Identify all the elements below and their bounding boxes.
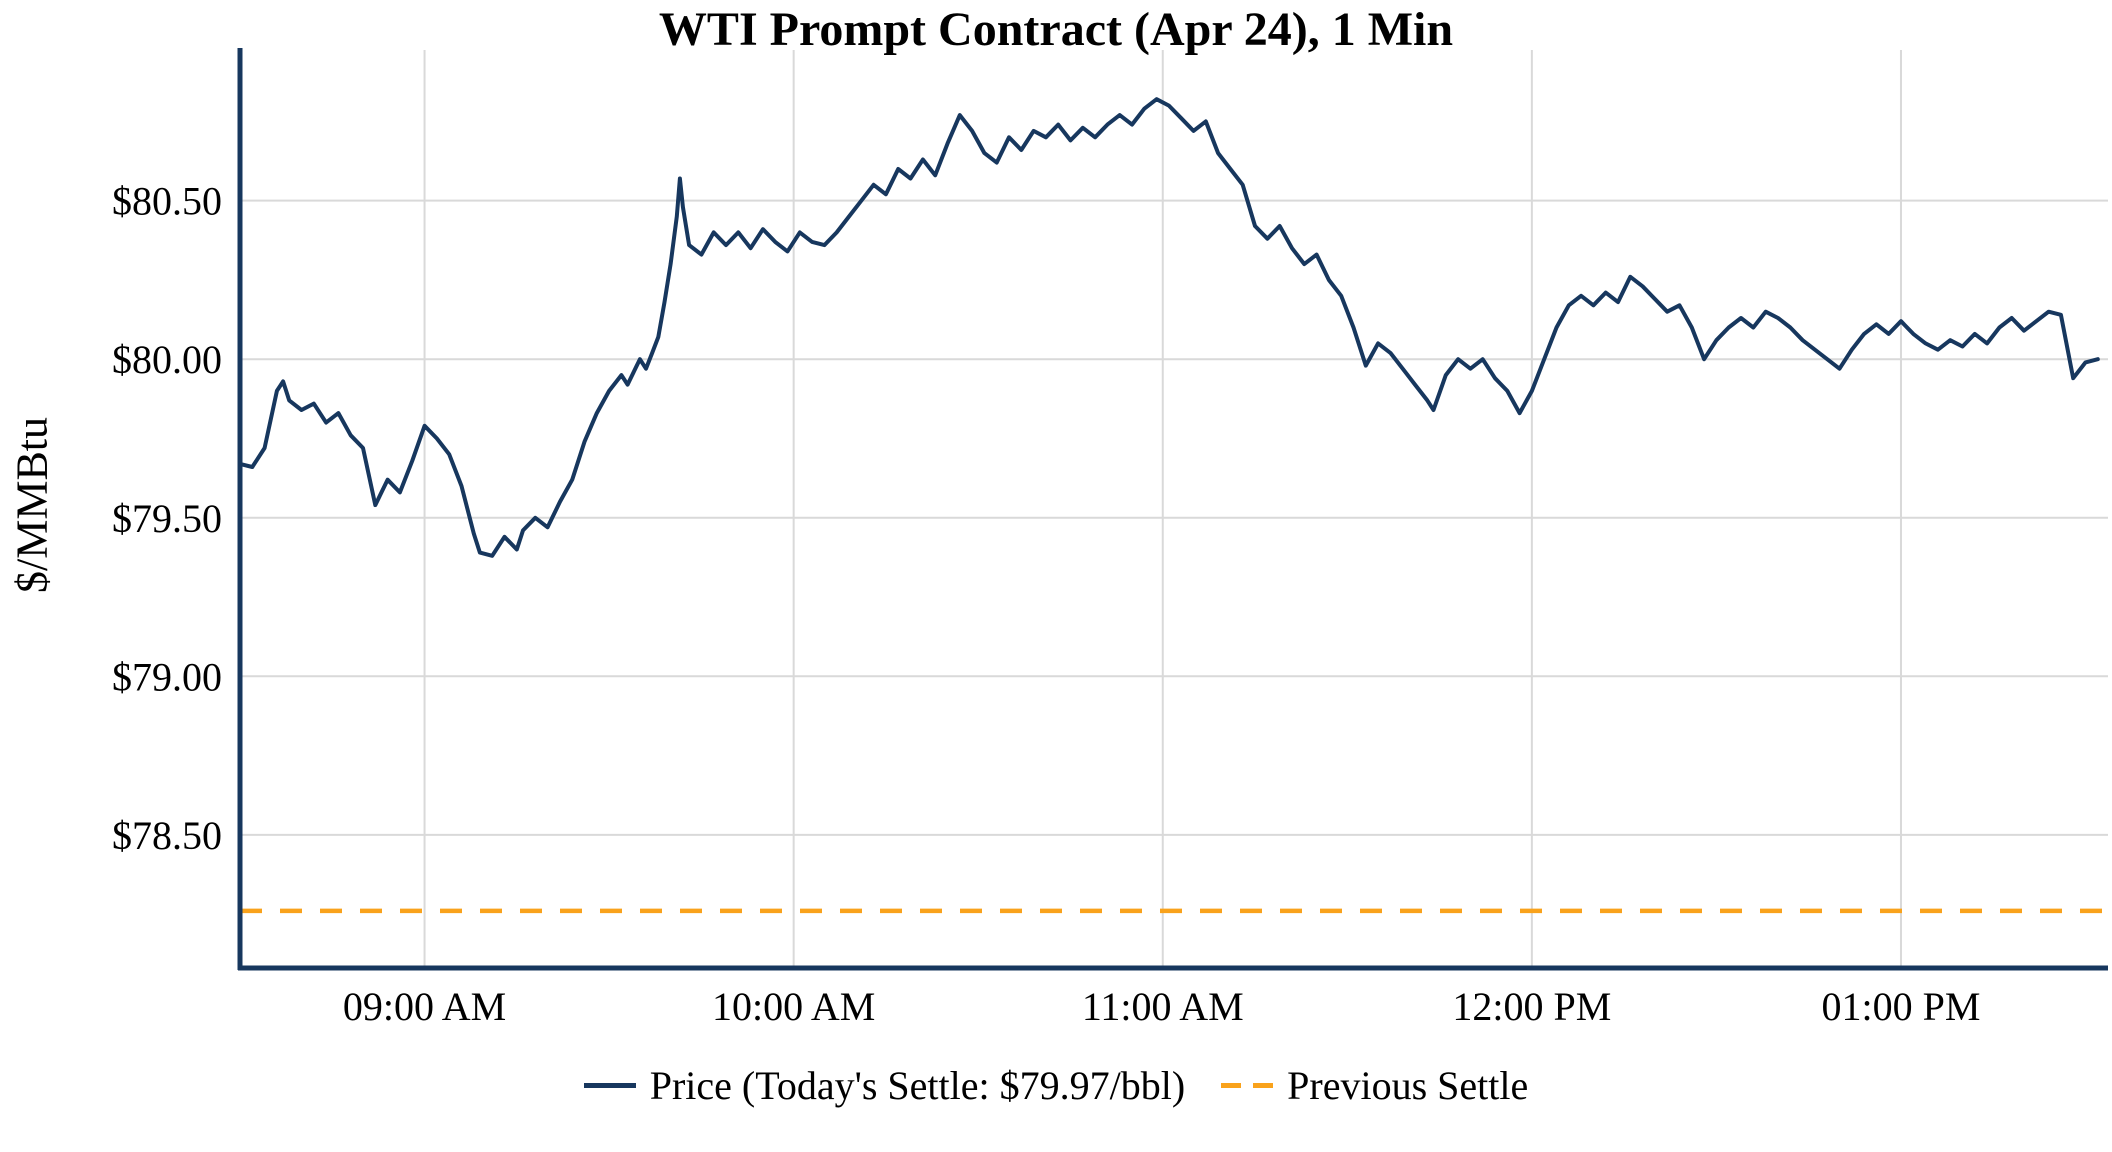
x-tick-label: 09:00 AM — [343, 984, 506, 1029]
x-tick-label: 01:00 PM — [1822, 984, 1981, 1029]
legend: Price (Today's Settle: $79.97/bbl) Previ… — [0, 1062, 2112, 1109]
legend-previous-settle-label: Previous Settle — [1287, 1063, 1529, 1108]
legend-item-previous-settle: Previous Settle — [1221, 1062, 1528, 1109]
previous-settle-swatch-icon — [1221, 1083, 1274, 1088]
x-tick-label: 10:00 AM — [712, 984, 875, 1029]
chart-title: WTI Prompt Contract (Apr 24), 1 Min — [658, 3, 1454, 56]
x-tick-label: 11:00 AM — [1082, 984, 1244, 1029]
y-tick-label: $80.50 — [112, 179, 222, 224]
y-tick-label: $79.50 — [112, 496, 222, 541]
y-tick-label: $80.00 — [112, 337, 222, 382]
legend-item-price: Price (Today's Settle: $79.97/bbl) — [583, 1062, 1186, 1109]
price-line-swatch-icon — [583, 1083, 636, 1088]
y-tick-label: $79.00 — [112, 654, 222, 699]
legend-price-label: Price (Today's Settle: $79.97/bbl) — [649, 1063, 1186, 1108]
y-tick-label: $78.50 — [112, 813, 222, 858]
x-tick-label: 12:00 PM — [1452, 984, 1611, 1029]
